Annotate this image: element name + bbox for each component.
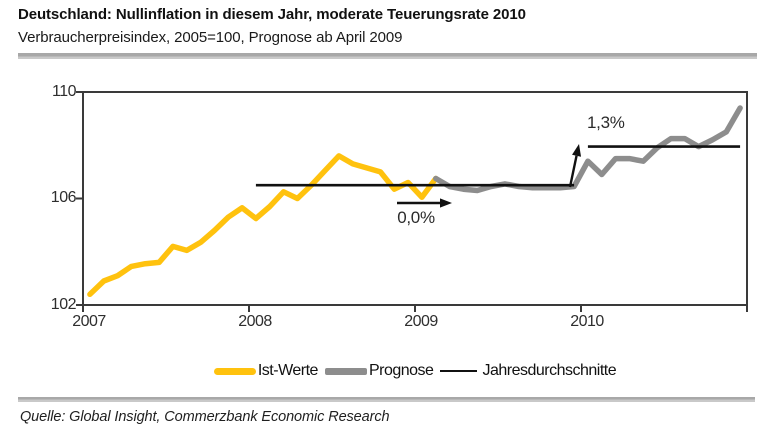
legend-item-jahresdurchschnitte: Jahresdurchschnitte <box>440 362 617 379</box>
bottom-divider <box>18 397 755 402</box>
inflation-2010-arrow-head <box>572 144 582 157</box>
chart-subtitle: Verbraucherpreisindex, 2005=100, Prognos… <box>18 29 403 46</box>
prognose-swatch-icon <box>324 367 367 375</box>
legend-label-jahresdurchschnitte: Jahresdurchschnitte <box>482 362 617 379</box>
legend-item-ist-werte: Ist-Werte <box>213 362 319 379</box>
inflation-2009-arrow-head <box>440 198 452 208</box>
jahresdurchschnitte-swatch-icon <box>440 369 478 373</box>
legend-label-prognose: Prognose <box>368 362 434 379</box>
ist-werte-swatch-icon <box>213 367 256 375</box>
x-tick-label-2007: 2007 <box>72 313 106 330</box>
y-tick-label-106: 106 <box>50 189 77 206</box>
y-tick-label-102: 102 <box>50 296 77 313</box>
chart-title: Deutschland: Nullinflation in diesem Jah… <box>18 6 526 23</box>
top-divider <box>18 53 757 59</box>
legend-label-ist-werte: Ist-Werte <box>257 362 319 379</box>
source-note: Quelle: Global Insight, Commerzbank Econ… <box>20 409 390 425</box>
x-tick-label-2010: 2010 <box>570 313 604 330</box>
annotation-inflation-2009: 0,0% <box>397 208 435 227</box>
annotation-inflation-2010: 1,3% <box>587 113 625 132</box>
legend-item-prognose: Prognose <box>324 362 434 379</box>
plot-frame <box>82 91 748 306</box>
ist-werte-line <box>87 153 439 298</box>
inflation-2010-arrow-shaft <box>568 155 578 188</box>
x-tick-label-2008: 2008 <box>238 313 272 330</box>
prognose-line <box>433 105 743 194</box>
x-tick-label-2009: 2009 <box>404 313 438 330</box>
chart-legend: Ist-Werte Prognose Jahresdurchschnitte <box>83 363 747 379</box>
y-tick-label-110: 110 <box>51 83 77 100</box>
